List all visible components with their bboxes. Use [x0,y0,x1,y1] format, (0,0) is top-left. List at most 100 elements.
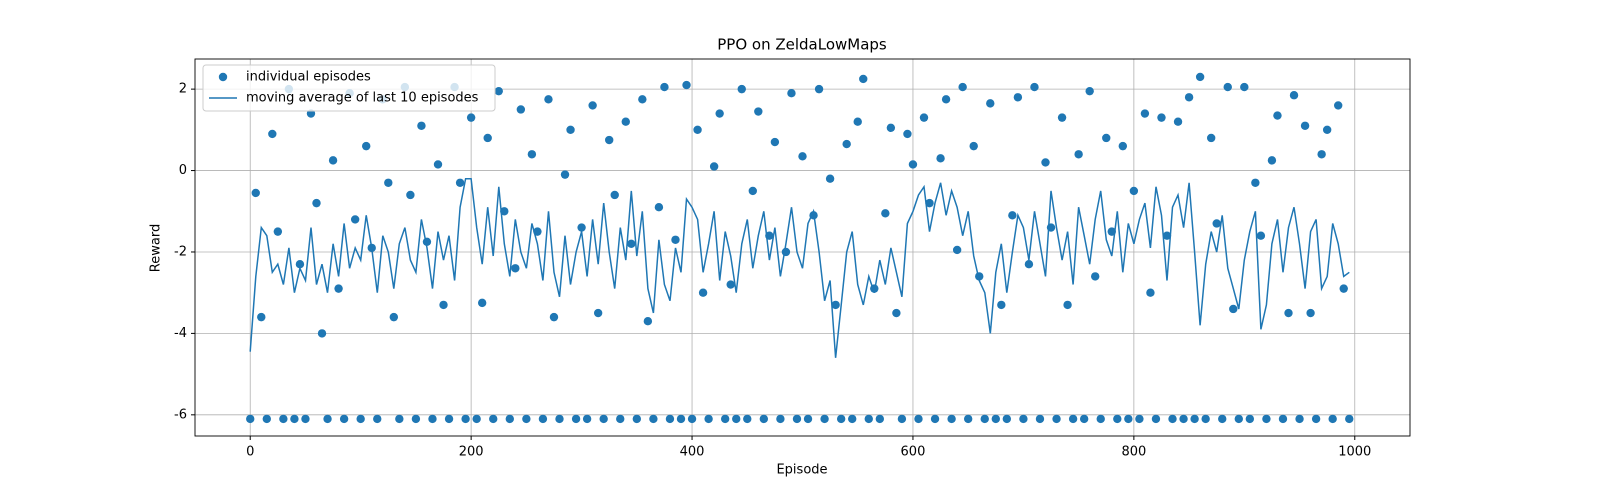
scatter-point [461,414,470,424]
scatter-point [969,141,978,151]
scatter-point [776,414,785,424]
scatter-point [544,95,553,104]
scatter-point [444,414,454,424]
y-tick-label: -4 [174,326,187,341]
scatter-point [1179,414,1188,424]
x-tick-label: 600 [901,445,926,460]
scatter-point [599,414,608,424]
scatter-point [997,300,1006,310]
scatter-point [665,414,675,424]
scatter-point [251,188,260,198]
x-tick-label: 1000 [1338,445,1371,460]
scatter-point [897,414,907,424]
scatter-point [643,316,653,326]
scatter-point [1251,178,1260,187]
scatter-point [1201,414,1210,424]
scatter-point [1223,82,1232,92]
scatter-point [1008,211,1017,220]
scatter-point [941,95,951,104]
scatter-point [886,123,896,133]
scatter-point [1322,125,1332,135]
y-tick-label: 2 [179,82,187,97]
scatter-point [1212,219,1221,228]
scatter-point [1002,414,1012,424]
scatter-point [1295,414,1304,424]
scatter-point [610,190,619,200]
scatter-point [350,215,360,224]
scatter-point [770,137,780,147]
scatter-point [279,414,288,424]
scatter-point [1328,414,1337,424]
scatter-point [538,414,548,424]
plot-frame [194,58,1411,437]
scatter-point [323,414,332,424]
scatter-point [527,150,537,159]
scatter-point [621,117,630,126]
scatter-point [1079,414,1089,424]
line-series [249,177,1350,358]
scatter-point [947,414,956,424]
legend-label: individual episodes [246,70,371,85]
scatter-point [566,125,575,135]
scatter-point [859,74,868,84]
scatter-point [1118,141,1128,151]
legend-label: moving average of last 10 episodes [246,91,479,106]
scatter-point [930,414,940,424]
scatter-point [682,80,691,90]
scatter-point [466,113,476,122]
scatter-point [1234,414,1243,424]
y-tick-label: 0 [179,163,187,178]
scatter-point [273,227,283,236]
scatter-point [803,414,813,424]
scatter-point [1206,133,1216,143]
scatter-point [500,207,509,216]
scatter-point [1102,133,1111,143]
scatter-point [704,414,713,424]
scatter-point [1085,86,1094,96]
scatter-point [555,414,564,424]
scatter-point [262,414,271,424]
scatter-point [1168,414,1177,424]
scatter-point [588,101,597,110]
scatter-point [1096,414,1105,424]
scatter-point [732,414,741,424]
scatter-point [1024,259,1034,269]
scatter-point [1334,101,1343,110]
scatter-point [676,414,686,424]
scatter-point [1306,308,1315,318]
scatter-point [892,308,901,318]
scatter-point [1151,414,1161,424]
scatter-point [1162,231,1172,240]
scatter-point [489,414,498,424]
scatter-point [577,223,586,232]
scatter-point [522,414,531,424]
scatter-point [494,86,503,96]
scatter-point [952,245,962,255]
scatter-point [798,152,807,161]
scatter-point [505,414,514,424]
scatter-point [483,133,492,143]
x-tick-label: 200 [459,445,484,460]
scatter-point [328,156,338,165]
scatter-point [290,414,299,424]
scatter-point [439,300,448,310]
scatter-point [715,109,724,118]
scatter-point [1063,300,1072,310]
scatter-point [1052,414,1061,424]
scatter-point [605,135,614,145]
legend: individual episodes moving average of las… [202,64,496,112]
scatter-point [1289,91,1299,100]
scatter-point [1057,113,1067,122]
scatter-point [754,107,763,116]
scatter-point [792,414,802,424]
scatter-point [1035,414,1045,424]
legend-marker [218,72,228,82]
scatter-point [1068,414,1078,424]
scatter-point [842,139,851,149]
scatter-point [455,178,465,187]
y-tick-label: -6 [174,407,187,422]
scatter-point [1184,93,1194,102]
scatter-point [875,414,885,424]
scatter-point [1262,414,1271,424]
